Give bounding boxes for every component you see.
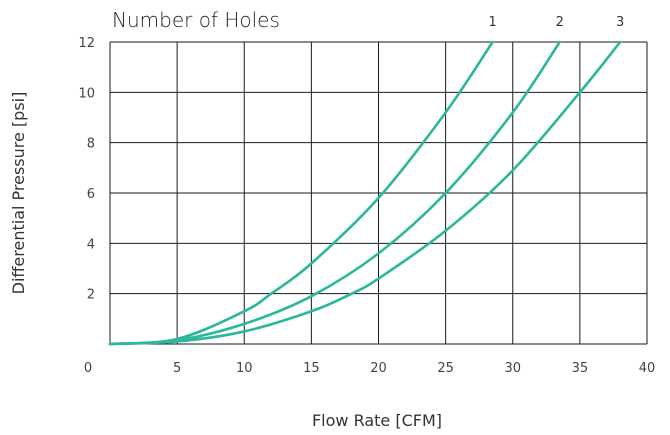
- curves: [108, 40, 622, 346]
- series-label-3: 3: [616, 15, 624, 30]
- y-axis-label: Differential Pressure [psi]: [9, 92, 28, 295]
- chart-title: Number of Holes: [112, 8, 280, 32]
- x-tick-label: 15: [303, 361, 320, 376]
- x-tick-label: 20: [370, 361, 387, 376]
- y-tick-label: 8: [87, 137, 95, 152]
- series-label-2: 2: [556, 15, 564, 30]
- x-tick-label: 30: [504, 361, 521, 376]
- x-tick-label: 5: [173, 361, 181, 376]
- x-axis-label: Flow Rate [CFM]: [312, 411, 442, 430]
- x-tick-label: 25: [437, 361, 454, 376]
- x-tick-labels: 0 5 10 15 20 25 30 35 40: [84, 361, 655, 376]
- y-tick-label: 4: [87, 237, 95, 252]
- y-tick-labels: 2 4 6 8 10 12: [78, 36, 95, 303]
- x-tick-label: 35: [572, 361, 589, 376]
- x-tick-label: 10: [236, 361, 253, 376]
- x-tick-label: 40: [639, 361, 656, 376]
- y-tick-label: 2: [87, 288, 95, 303]
- y-tick-label: 10: [78, 86, 95, 101]
- series-line-1: [108, 40, 494, 346]
- series-labels: 1 2 3: [488, 15, 624, 30]
- grid: [109, 41, 648, 345]
- x-tick-label: 0: [84, 361, 92, 376]
- y-tick-label: 12: [78, 36, 95, 51]
- y-tick-label: 6: [87, 187, 95, 202]
- series-line-3: [108, 40, 622, 346]
- series-line-2: [108, 40, 562, 346]
- series-label-1: 1: [488, 15, 496, 30]
